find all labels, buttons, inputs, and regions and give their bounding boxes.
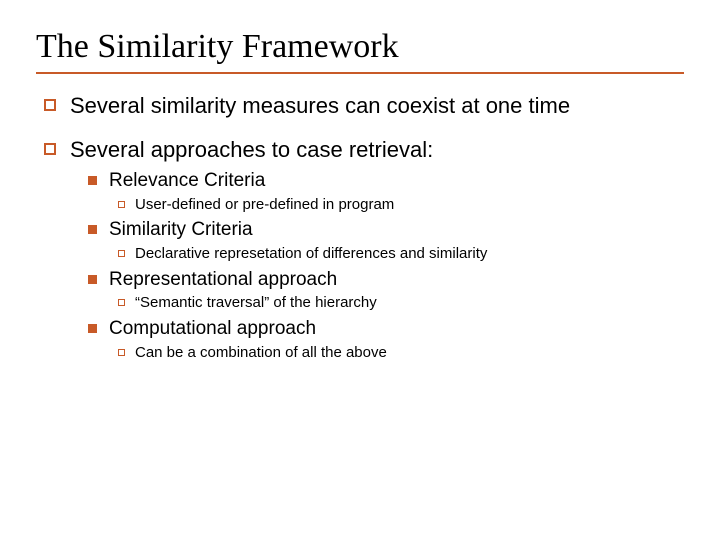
bullet-text: Relevance Criteria — [109, 169, 265, 193]
filled-square-bullet-icon — [88, 176, 97, 185]
tiny-square-bullet-icon — [118, 349, 125, 356]
slide-title: The Similarity Framework — [36, 28, 684, 66]
square-bullet-icon — [44, 143, 56, 155]
bullet-level3: “Semantic traversal” of the hierarchy — [118, 293, 684, 313]
bullet-level2: Relevance Criteria User-defined or pre-d… — [88, 169, 684, 362]
tiny-square-bullet-icon — [118, 201, 125, 208]
bullet-level3: User-defined or pre-defined in program — [118, 195, 684, 215]
bullet-text: Can be a combination of all the above — [135, 343, 387, 363]
filled-square-bullet-icon — [88, 275, 97, 284]
title-underline — [36, 72, 684, 74]
square-bullet-icon — [44, 99, 56, 111]
filled-square-bullet-icon — [88, 225, 97, 234]
bullet-level3: Declarative represetation of differences… — [118, 244, 684, 264]
bullet-text: Similarity Criteria — [109, 218, 253, 242]
bullet-text: Several approaches to case retrieval: — [70, 136, 433, 164]
tiny-square-bullet-icon — [118, 299, 125, 306]
bullet-level1: Several similarity measures can coexist … — [36, 92, 684, 120]
bullet-text: Computational approach — [109, 317, 316, 341]
bullet-text: Several similarity measures can coexist … — [70, 92, 570, 120]
filled-square-bullet-icon — [88, 324, 97, 333]
bullet-level3: Can be a combination of all the above — [118, 343, 684, 363]
tiny-square-bullet-icon — [118, 250, 125, 257]
bullet-level1: Several approaches to case retrieval: Re… — [36, 136, 684, 363]
bullet-text: “Semantic traversal” of the hierarchy — [135, 293, 377, 313]
bullet-text: User-defined or pre-defined in program — [135, 195, 394, 215]
bullet-text: Declarative represetation of differences… — [135, 244, 487, 264]
bullet-text: Representational approach — [109, 268, 337, 292]
